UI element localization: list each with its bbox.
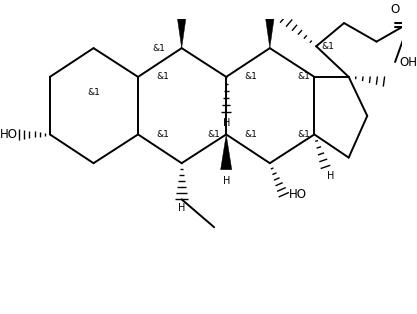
Text: &1: &1	[322, 42, 335, 51]
Text: &1: &1	[87, 88, 100, 97]
Text: H: H	[178, 203, 186, 213]
Text: &1: &1	[152, 44, 165, 53]
Text: &1: &1	[157, 73, 170, 81]
Text: &1: &1	[298, 130, 311, 139]
Text: H: H	[223, 118, 230, 128]
Text: HO: HO	[289, 188, 306, 201]
Text: &1: &1	[245, 130, 258, 139]
Text: O: O	[390, 3, 400, 16]
Text: H: H	[327, 171, 335, 181]
Text: H: H	[223, 176, 230, 186]
Text: &1: &1	[208, 130, 221, 139]
Text: &1: &1	[245, 73, 258, 81]
Text: &1: &1	[298, 73, 311, 81]
Text: HO: HO	[0, 128, 18, 141]
Polygon shape	[221, 134, 232, 170]
Text: &1: &1	[157, 130, 170, 139]
Text: OH: OH	[400, 56, 417, 68]
Polygon shape	[264, 9, 275, 48]
Polygon shape	[176, 9, 187, 48]
